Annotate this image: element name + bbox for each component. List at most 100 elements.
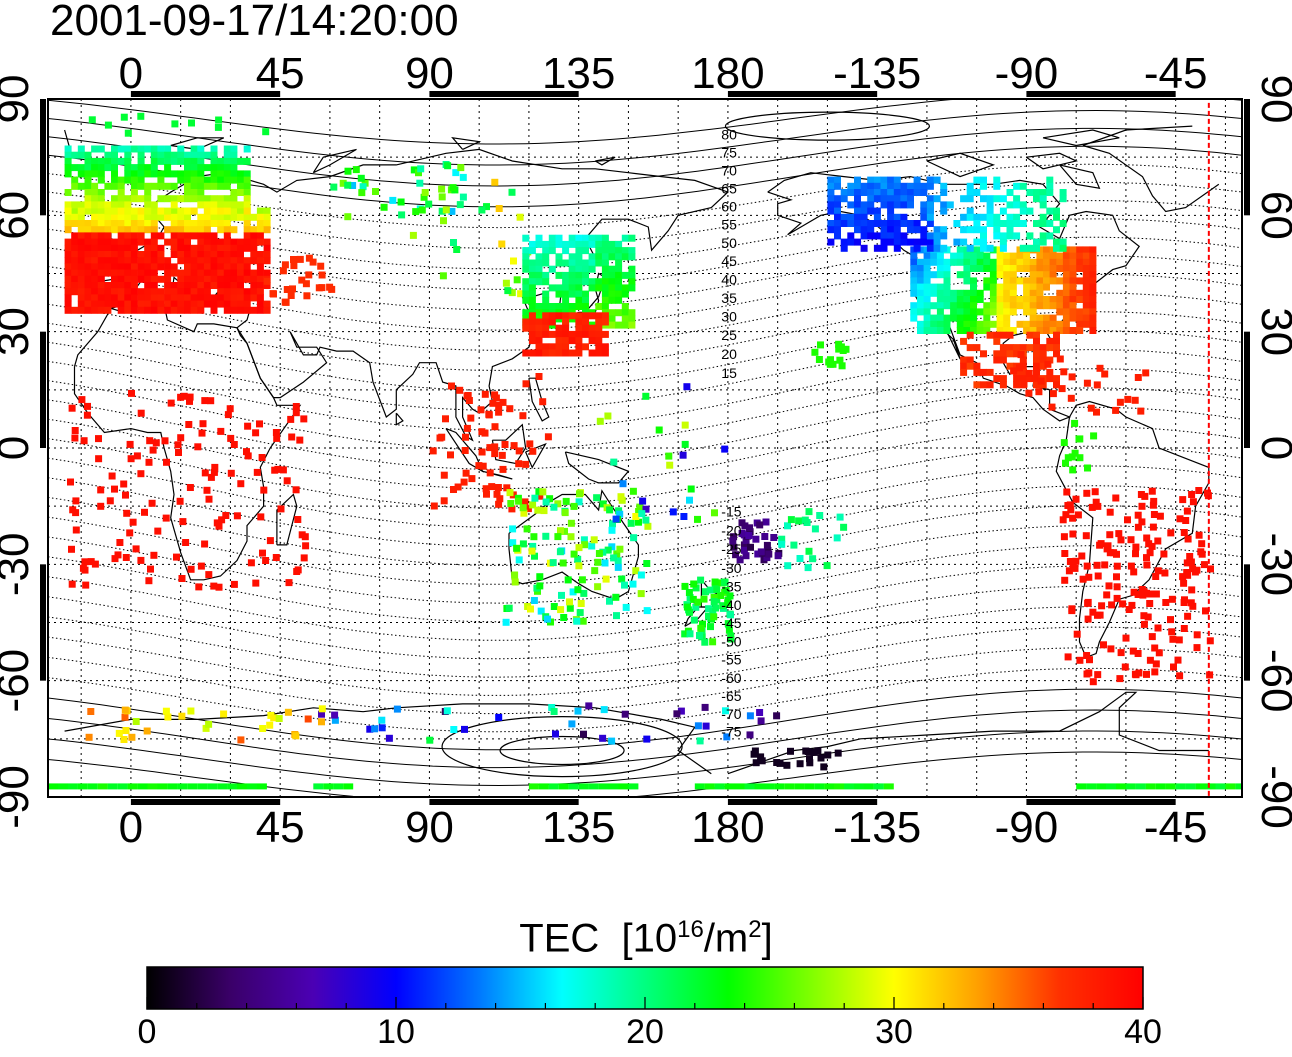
tec-cell — [237, 251, 244, 258]
tec-cell — [989, 258, 997, 266]
tec-cell — [1019, 201, 1027, 209]
tec-cell — [723, 733, 731, 741]
tec-cell — [117, 157, 125, 165]
tec-cell — [217, 269, 225, 277]
tec-cell — [1036, 271, 1044, 279]
tec-cell — [595, 247, 603, 255]
tec-cell — [333, 783, 344, 790]
tec-cell — [880, 226, 888, 234]
tec-cell — [535, 278, 543, 286]
tec-cell — [689, 595, 697, 603]
tec-cell — [973, 213, 981, 221]
tec-cell — [450, 239, 457, 246]
tec-cell — [203, 151, 211, 159]
frame-bar — [130, 91, 281, 97]
tec-cell — [1033, 189, 1040, 196]
tec-cell — [237, 300, 244, 308]
tec-cell — [1084, 599, 1092, 607]
tec-cell — [190, 220, 198, 227]
tec-cell — [1019, 356, 1027, 364]
tec-cell — [256, 251, 264, 258]
tec-cell — [144, 170, 152, 178]
tec-cell — [576, 609, 584, 617]
tec-cell — [588, 337, 596, 345]
tec-cell — [936, 252, 944, 260]
tec-cell — [223, 157, 231, 165]
tec-cell — [263, 300, 271, 308]
tec-cell — [530, 533, 538, 541]
tec-cell — [522, 460, 530, 468]
tec-cell — [1046, 189, 1054, 196]
tec-cell — [1019, 344, 1027, 352]
tec-cell — [986, 368, 994, 376]
tec-cell — [150, 220, 158, 227]
tec-cell — [917, 327, 924, 334]
tec-cell — [315, 284, 323, 292]
frame-bar — [1026, 799, 1176, 805]
tec-cell — [705, 612, 712, 620]
tec-cell — [1207, 565, 1214, 573]
tec-cell — [106, 497, 114, 505]
tec-cell — [279, 267, 287, 275]
tec-cell — [210, 157, 218, 165]
tec-cell — [970, 327, 977, 334]
longitude-tick-label: 180 — [691, 803, 764, 852]
tec-cell — [910, 289, 918, 297]
tec-cell — [913, 189, 921, 196]
tec-cell — [1113, 573, 1120, 581]
tec-cell — [498, 240, 506, 248]
tec-cell — [177, 269, 185, 277]
tec-cell — [263, 238, 271, 246]
tec-cell — [1082, 296, 1090, 303]
tec-cell — [201, 469, 209, 477]
tec-cell — [989, 265, 997, 272]
tec-cell — [230, 269, 238, 277]
tec-cell — [1029, 271, 1037, 279]
tec-cell — [1076, 265, 1084, 272]
contour-label: 30 — [721, 309, 737, 325]
tec-cell — [535, 488, 543, 496]
tec-cell — [111, 294, 118, 302]
tec-cell — [575, 290, 583, 298]
tec-cell — [1062, 289, 1070, 297]
tec-cell — [701, 703, 709, 711]
tec-cell — [104, 269, 112, 277]
tec-cell — [78, 396, 86, 404]
tec-cell — [1092, 498, 1100, 506]
tec-cell — [562, 318, 570, 326]
tec-cell — [907, 201, 914, 209]
contour-labels: 8075706560555045403530252015-15-20-25-30… — [721, 127, 741, 740]
tec-cell — [190, 306, 198, 314]
tec-cell — [203, 213, 211, 221]
tec-cell — [197, 182, 205, 190]
tec-cell — [699, 620, 706, 628]
tec-cell — [1029, 308, 1037, 316]
tec-cell — [222, 512, 230, 519]
tec-cell — [595, 284, 603, 292]
tec-cell — [834, 182, 841, 190]
tec-cell — [1062, 258, 1070, 266]
tec-cell — [1046, 207, 1054, 215]
coastline — [451, 136, 482, 150]
tec-cell — [732, 551, 740, 559]
tec-cell — [1023, 277, 1031, 285]
tec-cell — [980, 381, 987, 389]
tec-cell — [130, 244, 138, 252]
tec-cell — [137, 220, 145, 227]
tec-cell — [91, 269, 99, 277]
tec-cell — [117, 145, 125, 153]
tec-cell — [177, 783, 188, 790]
tec-cell — [970, 308, 977, 316]
tec-cell — [823, 562, 831, 570]
tec-cell — [907, 189, 914, 196]
tec-cell — [860, 182, 868, 190]
tec-cell — [522, 290, 530, 298]
tec-cell — [205, 495, 213, 503]
tec-cell — [1062, 271, 1070, 279]
tec-cell — [555, 312, 563, 320]
tec-cell — [1149, 523, 1157, 531]
tec-cell — [1053, 350, 1060, 358]
tec-cell — [999, 232, 1007, 240]
tec-cell — [111, 257, 118, 265]
tec-cell — [144, 294, 152, 302]
